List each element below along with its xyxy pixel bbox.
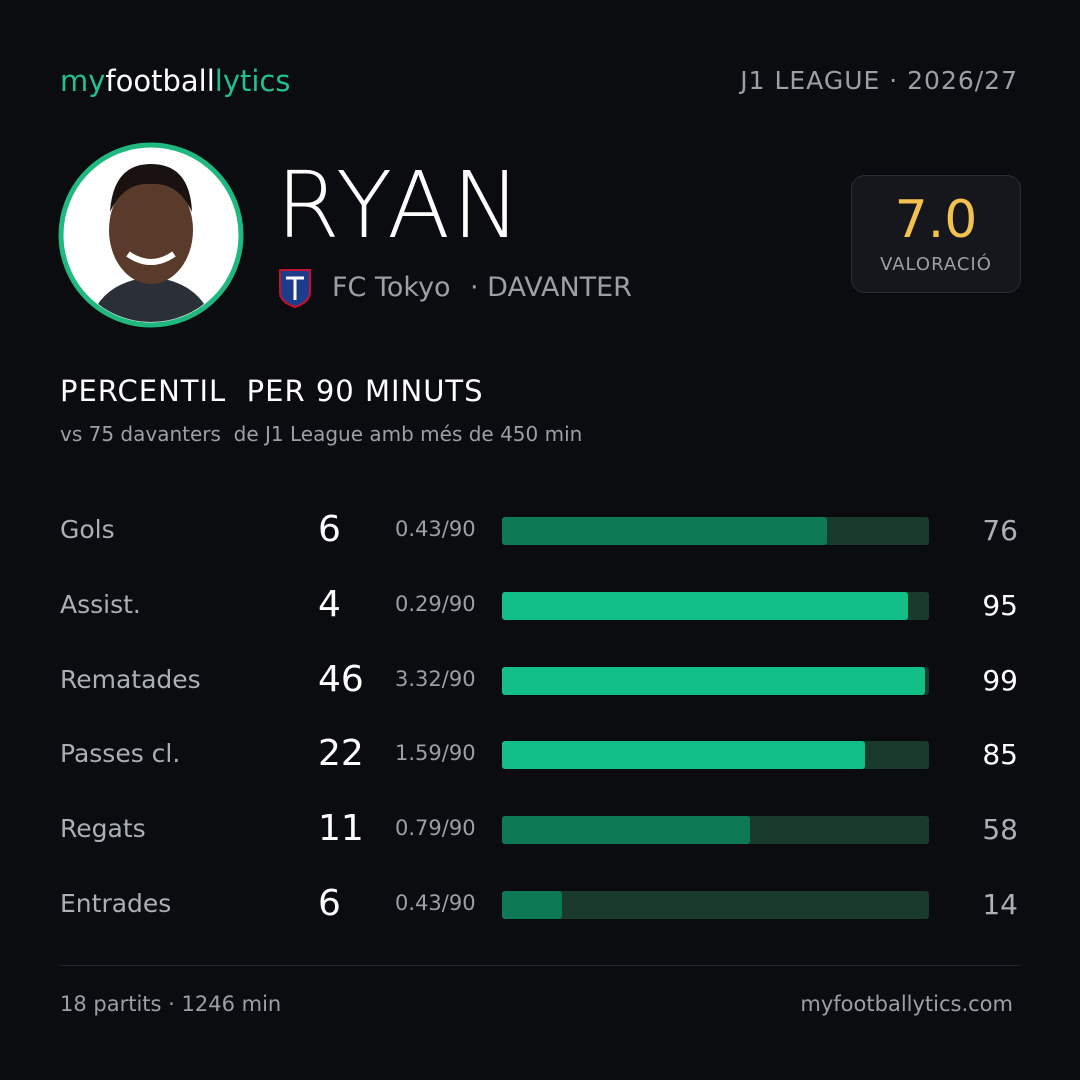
stat-total: 6 (318, 883, 341, 924)
stat-per90: 0.29/90 (395, 591, 476, 616)
section-subtitle: vs 75 davanters de J1 League amb més de … (60, 422, 583, 446)
position: · DAVANTER (470, 272, 632, 303)
footer-left: 18 partits · 1246 min (60, 992, 282, 1016)
rating-box: 7.0 VALORACIÓ (851, 175, 1021, 293)
stat-label: Gols (60, 515, 115, 544)
stat-total: 46 (318, 658, 364, 700)
stat-total: 4 (318, 583, 341, 625)
stat-per90: 3.32/90 (395, 666, 476, 691)
stat-total: 22 (318, 733, 364, 775)
league: J1 LEAGUE · 2026/27 (740, 66, 1018, 95)
stat-percentile: 95 (982, 588, 1018, 622)
section-title: PERCENTIL PER 90 MINUTS (60, 374, 484, 408)
bar (502, 816, 750, 845)
rating-value: 7.0 (894, 190, 978, 250)
rating-label: VALORACIÓ (880, 254, 992, 275)
stat-percentile: 14 (982, 888, 1018, 921)
player-photo (58, 142, 244, 328)
bar (502, 666, 925, 695)
brand-part: football (105, 64, 215, 98)
divider (60, 965, 1020, 966)
brand-part: my (60, 64, 106, 98)
stat-per90: 0.43/90 (395, 517, 476, 541)
stat-label: Assist. (60, 589, 141, 619)
stat-percentile: 76 (982, 514, 1018, 547)
bar (502, 891, 562, 919)
bar-track (502, 891, 929, 919)
stat-percentile: 85 (982, 738, 1018, 772)
footer-right: myfootballytics.com (800, 992, 1013, 1016)
stat-label: Entrades (60, 889, 172, 918)
stat-percentile: 58 (982, 813, 1018, 847)
brand: myfootballlytics (60, 64, 290, 98)
team: FC Tokyo (332, 272, 451, 303)
stat-percentile: 99 (982, 663, 1018, 697)
bar (502, 591, 908, 620)
team-crest (279, 269, 311, 308)
stat-total: 6 (318, 509, 341, 550)
stat-total: 11 (318, 808, 364, 850)
bar (502, 741, 865, 770)
bar (502, 517, 827, 545)
player-name: RYAN (276, 152, 523, 259)
brand-part: lytics (214, 64, 291, 98)
stat-per90: 0.79/90 (395, 816, 476, 841)
stat-label: Rematades (60, 664, 201, 694)
stat-label: Passes cl. (60, 739, 181, 769)
stat-per90: 0.43/90 (395, 891, 476, 915)
stat-per90: 1.59/90 (395, 741, 476, 766)
stat-label: Regats (60, 814, 146, 844)
